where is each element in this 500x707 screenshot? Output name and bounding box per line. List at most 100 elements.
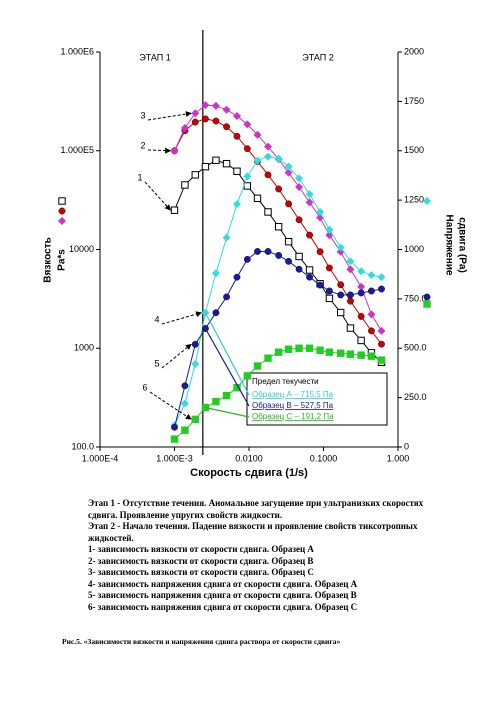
- y-tick-label: 1000: [74, 343, 94, 353]
- annotation-arrow: [144, 181, 171, 211]
- axis-symbol: [58, 217, 66, 225]
- data-point: [253, 156, 262, 165]
- axis-symbol: [58, 207, 66, 215]
- data-point: [367, 352, 376, 360]
- data-point: [305, 266, 314, 274]
- data-point: [357, 282, 366, 291]
- y2-tick-label: 0: [404, 441, 409, 451]
- y-tick-label: 10000: [69, 244, 94, 254]
- data-point: [181, 181, 189, 189]
- data-point: [264, 208, 272, 216]
- y2-tick-label: 1750: [404, 96, 424, 106]
- y-axis-label: Pa*s: [57, 249, 68, 271]
- stage-label: ЭТАП 1: [139, 52, 171, 62]
- data-point: [295, 216, 303, 224]
- data-point: [243, 145, 251, 153]
- annotation-arrow: [149, 391, 192, 420]
- data-point: [171, 423, 178, 431]
- data-point: [367, 310, 376, 319]
- data-point: [368, 327, 375, 335]
- data-point: [211, 269, 220, 278]
- data-point: [191, 171, 199, 179]
- data-point: [254, 248, 261, 255]
- data-point: [274, 154, 283, 163]
- notes: Этап 1 - Отсутствие течения. Аномальное …: [88, 498, 428, 613]
- series-label: 6: [142, 382, 147, 392]
- data-point: [274, 223, 283, 231]
- data-point: [191, 118, 199, 126]
- data-point: [180, 399, 189, 408]
- data-point: [264, 152, 273, 161]
- data-point: [201, 101, 210, 110]
- note-line: Этап 1 - Отсутствие течения. Аномальное …: [88, 498, 424, 520]
- y2-tick-label: 2000: [404, 46, 424, 56]
- y-tick-label: 1.000E5: [60, 145, 94, 155]
- yield-connector: [205, 406, 250, 418]
- data-point: [212, 309, 220, 317]
- x-tick-label: 0.0100: [235, 453, 263, 463]
- data-point: [325, 287, 333, 295]
- data-point: [264, 248, 272, 255]
- data-point: [295, 252, 303, 261]
- data-point: [305, 344, 314, 352]
- data-point: [295, 265, 303, 273]
- note-line: 5- зависимость напряжения сдвига от скор…: [88, 590, 357, 600]
- data-point: [306, 231, 313, 239]
- data-point: [232, 200, 241, 209]
- y2-tick-label: 1250: [404, 195, 424, 205]
- data-point: [378, 285, 385, 293]
- data-point: [377, 356, 386, 364]
- data-point: [378, 340, 385, 348]
- series-label: 5: [154, 358, 159, 368]
- data-point: [264, 171, 272, 179]
- data-point: [347, 297, 354, 305]
- data-point: [243, 372, 252, 380]
- data-point: [305, 198, 314, 207]
- y2-tick-label: 750.0: [404, 293, 427, 303]
- stage-label: ЭТАП 2: [302, 52, 334, 62]
- data-point: [191, 360, 200, 369]
- data-point: [346, 350, 355, 358]
- data-point: [233, 273, 241, 281]
- data-point: [377, 326, 386, 335]
- data-point: [306, 273, 313, 281]
- data-point: [336, 243, 345, 252]
- data-point: [285, 257, 292, 265]
- x-axis-label: Скорость сдвига (1/s): [190, 467, 308, 479]
- annotation-arrow: [161, 343, 192, 369]
- y2-tick-label: 1000: [404, 244, 424, 254]
- note-line: 2- зависимость вязкости от скорости сдви…: [88, 555, 314, 566]
- data-point: [181, 382, 189, 390]
- data-point: [170, 206, 179, 214]
- data-point: [222, 159, 231, 168]
- data-point: [253, 362, 262, 370]
- yield-connector: [204, 312, 250, 396]
- data-point: [305, 190, 314, 199]
- note-line: 3- зависимость вязкости от скорости сдви…: [88, 567, 314, 577]
- data-point: [222, 105, 231, 114]
- annotation-arrow: [161, 311, 202, 325]
- y2-axis-label: сдвига (Pa): [456, 217, 467, 273]
- note-line: Этап 2 - Начало течения. Падение вязкост…: [88, 521, 418, 543]
- yield-title: Предел текучести: [252, 377, 319, 386]
- note-line: 1- зависимость вязкости от скорости сдви…: [88, 544, 314, 554]
- data-point: [243, 255, 251, 263]
- series-label: 2: [140, 140, 145, 150]
- data-point: [346, 257, 355, 266]
- data-point: [295, 174, 304, 183]
- series-label: 4: [154, 314, 159, 324]
- data-point: [284, 345, 293, 353]
- yield-item: Образец А – 715,5 Па: [252, 390, 334, 399]
- y2-tick-label: 250.0: [404, 392, 427, 402]
- data-point: [191, 415, 199, 424]
- data-point: [243, 120, 252, 129]
- data-point: [368, 287, 375, 295]
- y-tick-label: 100.0: [71, 441, 94, 451]
- data-point: [316, 281, 324, 289]
- x-tick-label: 0.1000: [310, 453, 338, 463]
- data-point: [275, 185, 283, 193]
- data-point: [347, 291, 354, 299]
- series-label: 1: [137, 172, 142, 182]
- data-point: [223, 123, 230, 131]
- data-point: [222, 391, 231, 400]
